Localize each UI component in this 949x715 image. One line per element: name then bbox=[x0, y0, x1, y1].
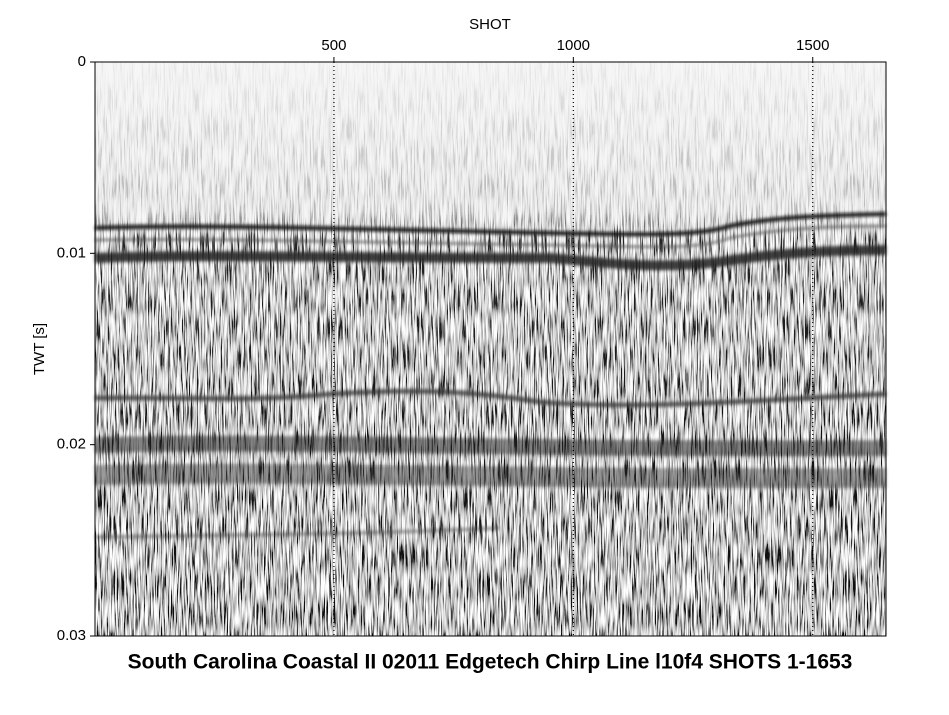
x-tick-label: 500 bbox=[321, 37, 346, 54]
chart-title: South Carolina Coastal II 02011 Edgetech… bbox=[128, 651, 853, 674]
x-tick-label: 1500 bbox=[796, 37, 829, 54]
seismic-image bbox=[94, 62, 887, 636]
y-tick-label: 0 bbox=[78, 53, 86, 70]
x-axis-label: SHOT bbox=[469, 16, 511, 33]
x-tick-label: 1000 bbox=[557, 37, 590, 54]
y-tick-label: 0.01 bbox=[57, 244, 86, 261]
y-axis-label: TWT [s] bbox=[31, 323, 48, 375]
y-tick-label: 0.03 bbox=[57, 627, 86, 644]
plot-frame bbox=[94, 61, 887, 637]
y-tick-label: 0.02 bbox=[57, 436, 86, 453]
